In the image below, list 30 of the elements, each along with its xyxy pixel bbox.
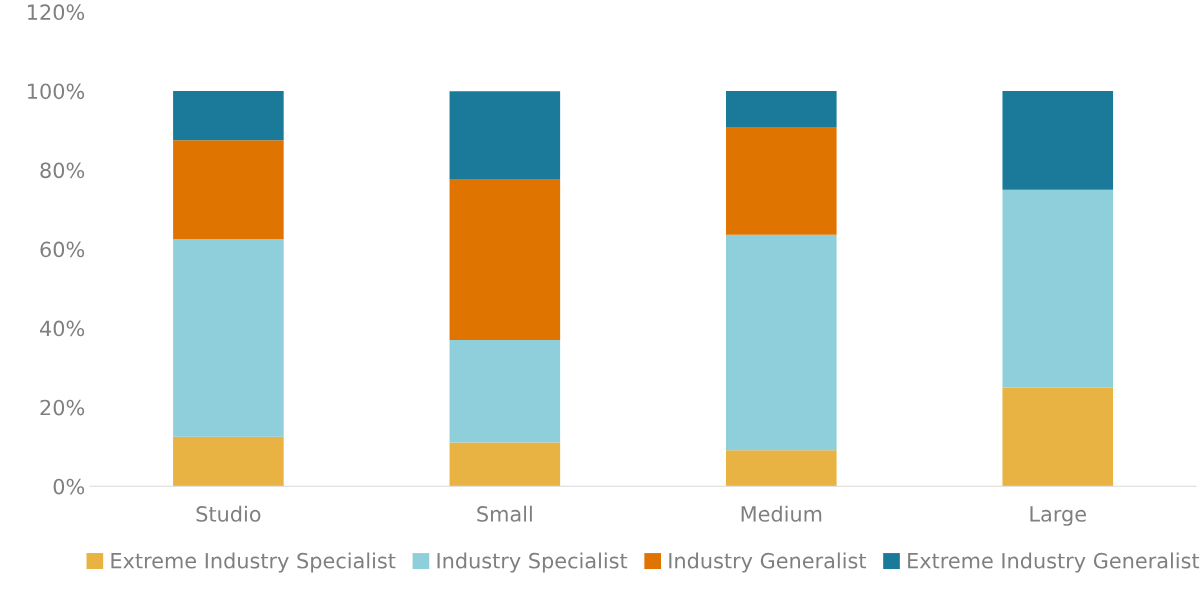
y-tick-label: 40% [40,320,85,337]
bar [726,234,837,451]
x-tick-label: Studio [196,505,261,522]
bar [449,339,561,443]
bar [173,90,284,141]
bar [726,126,837,235]
legend-label: Extreme Industry Specialist [111,552,396,573]
bar [449,91,561,180]
y-tick-label: 60% [40,241,85,258]
bar [1002,387,1114,487]
bar [1002,189,1114,388]
y-tick-label: 100% [28,83,85,100]
bar [449,179,561,340]
y-tick-label: 80% [40,162,85,179]
bar [173,239,284,437]
y-tick-label: 120% [28,4,85,21]
y-tick-label: 0% [53,478,85,495]
bar [173,140,284,240]
y-tick-label: 20% [40,399,85,416]
bar [1002,90,1114,190]
legend-label: Industry Specialist [437,552,628,573]
bar [449,442,561,487]
legend-label: Industry Generalist [669,552,867,573]
legend-label: Extreme Industry Generalist [908,552,1200,573]
bar [726,90,837,127]
x-tick-label: Small [477,505,532,522]
x-tick-label: Large [1030,506,1086,526]
x-tick-label: Medium [741,505,822,522]
bar [726,450,837,487]
bar [173,436,284,487]
